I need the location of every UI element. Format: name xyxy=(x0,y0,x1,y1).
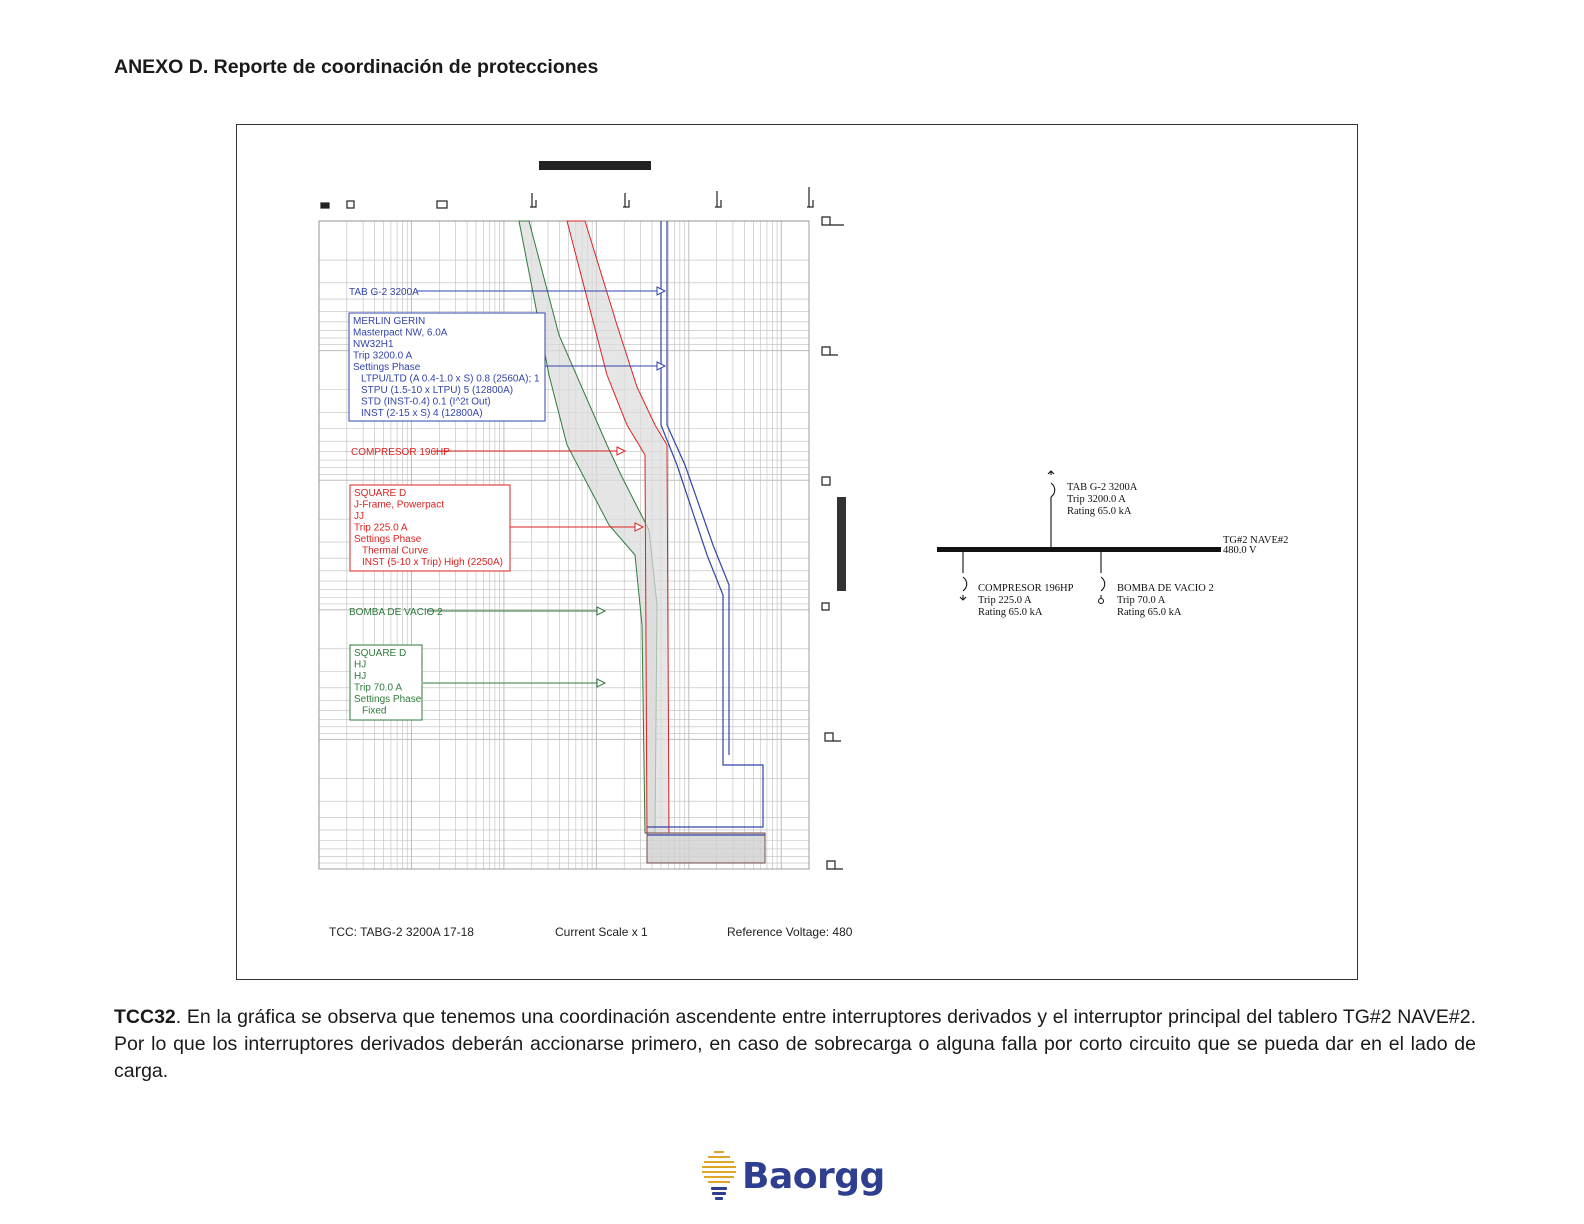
main-info-box xyxy=(348,312,546,422)
main-breaker-symbol xyxy=(1047,470,1056,547)
info-box-line: Settings Phase xyxy=(354,694,422,705)
info-box-line: Trip 225.0 A xyxy=(354,523,408,534)
bomba-info-box xyxy=(349,644,423,721)
info-box-line: LTPU/LTD (A 0.4-1.0 x S) 0.8 (2560A); 1 xyxy=(361,374,540,385)
comp-info-box xyxy=(349,484,511,572)
lightbulb-grid-icon xyxy=(702,1151,736,1200)
tcc-name-footer: TCC: TABG-2 3200A 17-18 xyxy=(329,925,474,939)
bus-bar xyxy=(937,547,1221,552)
current-scale-footer: Current Scale x 1 xyxy=(555,925,648,939)
tcc-title-mark xyxy=(539,161,651,170)
tcc-figure-svg: TAB G-2 3200A COMPRESOR 196HP BOMBA DE V… xyxy=(318,161,1288,870)
baorgg-logo: Baorgg xyxy=(700,1148,885,1204)
comp-arrow-label: COMPRESOR 196HP xyxy=(351,447,450,458)
top-axis-markers xyxy=(320,187,814,209)
feeder-1-breaker-symbol xyxy=(959,552,968,601)
logo-wordmark: Baorgg xyxy=(742,1155,885,1197)
tcc-plot-border xyxy=(318,220,810,870)
main-breaker-line-2: Trip 3200.0 A xyxy=(1067,494,1126,505)
info-box-line: Thermal Curve xyxy=(362,546,429,557)
info-box-line: MERLIN GERIN xyxy=(353,316,425,327)
info-box-line: Settings Phase xyxy=(354,534,422,545)
bomba-arrow-label: BOMBA DE VACIO 2 xyxy=(349,607,443,618)
info-box-line: Trip 70.0 A xyxy=(354,683,402,694)
compresor-inst-band xyxy=(646,832,766,864)
figure-caption: TCC32. En la gráfica se observa que tene… xyxy=(114,1004,1476,1085)
feeder-1-line-3: Rating 65.0 kA xyxy=(978,607,1043,618)
tcc-arrows xyxy=(417,286,667,688)
one-line-diagram: TAB G-2 3200A Trip 3200.0 A Rating 65.0 … xyxy=(937,470,1288,618)
main-arrow-label: TAB G-2 3200A xyxy=(349,287,419,298)
info-box-line: HJ xyxy=(354,660,366,671)
feeder-2-load-icon xyxy=(1098,598,1104,604)
info-box-line: Masterpact NW, 6.0A xyxy=(353,328,448,339)
info-box-line: Trip 3200.0 A xyxy=(353,351,412,362)
info-box-line: JJ xyxy=(354,511,364,522)
feeder-1-line-2: Trip 225.0 A xyxy=(978,595,1032,606)
right-axis-markers xyxy=(821,216,844,870)
right-axis-label-mark xyxy=(837,497,846,591)
feeder-2-breaker-symbol xyxy=(1100,552,1106,598)
reference-voltage-footer: Reference Voltage: 480 xyxy=(727,925,853,939)
main-inst-band-outline xyxy=(646,832,766,864)
info-box-line: INST (5-10 x Trip) High (2250A) xyxy=(362,557,503,568)
compresor-curve-band xyxy=(566,220,670,834)
info-box-line: Settings Phase xyxy=(353,362,421,373)
caption-text: . En la gráfica se observa que tenemos u… xyxy=(114,1006,1476,1082)
tcc-figure: TAB G-2 3200A COMPRESOR 196HP BOMBA DE V… xyxy=(236,124,1358,980)
info-box-line: INST (2-15 x S) 4 (12800A) xyxy=(361,408,483,419)
main-breaker-line-1: TAB G-2 3200A xyxy=(1067,482,1138,493)
info-box-line: SQUARE D xyxy=(354,648,406,659)
info-box-line: SQUARE D xyxy=(354,488,406,499)
feeder-2-line-1: BOMBA DE VACIO 2 xyxy=(1117,583,1214,594)
caption-lead: TCC32 xyxy=(114,1006,176,1028)
feeder-1-line-1: COMPRESOR 196HP xyxy=(978,583,1074,594)
info-box-line: STD (INST-0.4) 0.1 (I^2t Out) xyxy=(361,397,491,408)
feeder-2-line-2: Trip 70.0 A xyxy=(1117,595,1166,606)
feeder-2-line-3: Rating 65.0 kA xyxy=(1117,607,1182,618)
info-box-line: HJ xyxy=(354,671,366,682)
info-box-line: Fixed xyxy=(362,706,386,717)
bus-voltage: 480.0 V xyxy=(1223,545,1257,556)
bus-name: TG#2 NAVE#2 xyxy=(1223,535,1288,546)
info-box-line: NW32H1 xyxy=(353,339,394,350)
info-box-line: J-Frame, Powerpact xyxy=(354,500,444,511)
main-breaker-curve xyxy=(647,221,765,836)
main-breaker-line-3: Rating 65.0 kA xyxy=(1067,506,1132,517)
page-heading: ANEXO D. Reporte de coordinación de prot… xyxy=(114,56,599,78)
info-box-line: STPU (1.5-10 x LTPU) 5 (12800A) xyxy=(361,385,513,396)
